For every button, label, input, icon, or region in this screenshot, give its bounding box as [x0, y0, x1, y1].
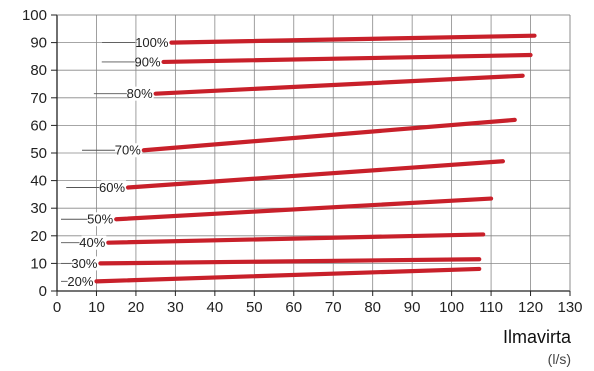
y-tick-label: 50 — [30, 145, 47, 162]
y-tick-label: 100 — [22, 7, 47, 24]
series-label-bg — [137, 35, 170, 50]
series-label-bg — [117, 143, 142, 158]
series-label: 20% — [67, 274, 93, 289]
x-tick-label: 90 — [404, 299, 421, 316]
x-tick-label: 110 — [479, 299, 503, 316]
y-tick-label: 30 — [30, 200, 47, 217]
series-label-bg — [69, 274, 95, 289]
series-label-bg — [101, 180, 127, 195]
y-tick-label: 40 — [30, 173, 47, 190]
y-tick-label: 60 — [30, 117, 47, 134]
series-lines — [94, 33, 537, 284]
series-label: 40% — [79, 235, 105, 250]
series-label: 70% — [115, 143, 141, 158]
x-tick-label: 30 — [167, 299, 184, 316]
x-tick-label: 70 — [325, 299, 342, 316]
series-line — [125, 159, 506, 190]
series-line — [114, 196, 494, 222]
y-tick-label: 10 — [30, 255, 47, 272]
series-label: 30% — [71, 256, 97, 271]
x-axis-label: Ilmavirta — [503, 327, 572, 347]
series-label: 80% — [127, 86, 153, 101]
series-label: 90% — [135, 54, 161, 69]
series-line — [141, 117, 517, 153]
y-tick-label: 0 — [39, 283, 47, 300]
series-line — [161, 52, 533, 65]
series-label: 100% — [135, 35, 169, 50]
series-label-bg — [136, 54, 162, 69]
tick-labels: 0 10 20 30 40 50 60 70 80 90 100 0 10 20 30 40 50 60 70 80 9… — [22, 7, 583, 316]
series-line — [169, 33, 537, 45]
x-tick-label: 40 — [207, 299, 224, 316]
series-label: 60% — [99, 180, 125, 195]
x-tick-label: 60 — [285, 299, 302, 316]
series-label: 50% — [87, 212, 113, 227]
series-label-bg — [81, 235, 107, 250]
series-labels: 20% 30% 40% 50% 60% 70% 80% 90% 100% — [67, 35, 168, 289]
y-tick-label: 70 — [30, 90, 47, 107]
series-label-bg — [89, 212, 115, 227]
axes — [51, 14, 571, 296]
x-tick-label: 0 — [53, 299, 61, 316]
series-line — [94, 266, 482, 284]
series-line — [98, 257, 482, 266]
series-line — [106, 232, 486, 245]
series-line — [153, 73, 525, 96]
y-tick-label: 80 — [30, 62, 47, 79]
y-tick-label: 20 — [30, 228, 47, 245]
series-label-bg — [128, 86, 154, 101]
series-label-bg — [73, 256, 99, 271]
x-tick-label: 20 — [128, 299, 145, 316]
x-tick-label: 100 — [439, 299, 464, 316]
x-tick-label: 50 — [246, 299, 263, 316]
x-tick-label: 120 — [518, 299, 543, 316]
x-tick-label: 130 — [557, 299, 582, 316]
y-tick-label: 90 — [30, 35, 47, 52]
x-tick-label: 10 — [88, 299, 105, 316]
x-tick-label: 80 — [364, 299, 381, 316]
label-leaders — [61, 35, 170, 289]
x-axis-unit: (l/s) — [548, 351, 571, 367]
